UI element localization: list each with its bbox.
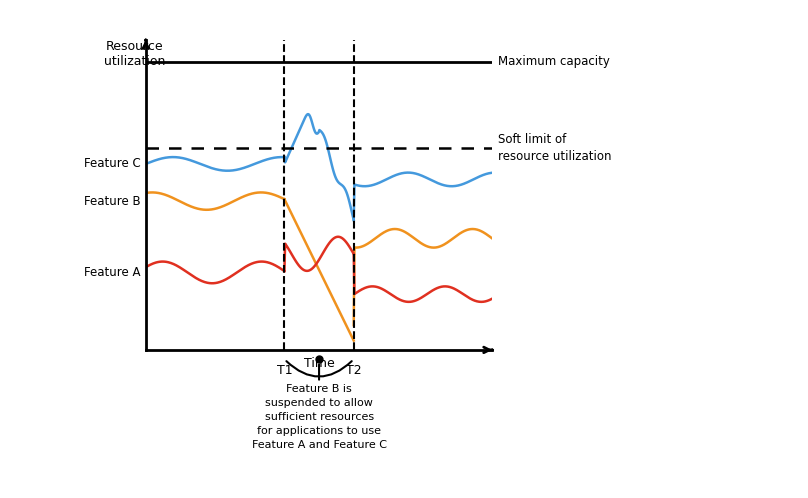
Text: T1: T1: [276, 364, 292, 377]
Text: T2: T2: [346, 364, 361, 377]
Text: Maximum capacity: Maximum capacity: [498, 55, 609, 68]
Text: Feature A: Feature A: [84, 266, 141, 279]
X-axis label: Time: Time: [304, 357, 335, 370]
Text: Feature B: Feature B: [84, 195, 141, 208]
Y-axis label: Resource
utilization: Resource utilization: [104, 40, 166, 68]
Text: Soft limit of
resource utilization: Soft limit of resource utilization: [498, 133, 611, 163]
Text: Feature B is
suspended to allow
sufficient resources
for applications to use
Fea: Feature B is suspended to allow sufficie…: [251, 384, 386, 450]
Text: Feature C: Feature C: [84, 157, 141, 170]
